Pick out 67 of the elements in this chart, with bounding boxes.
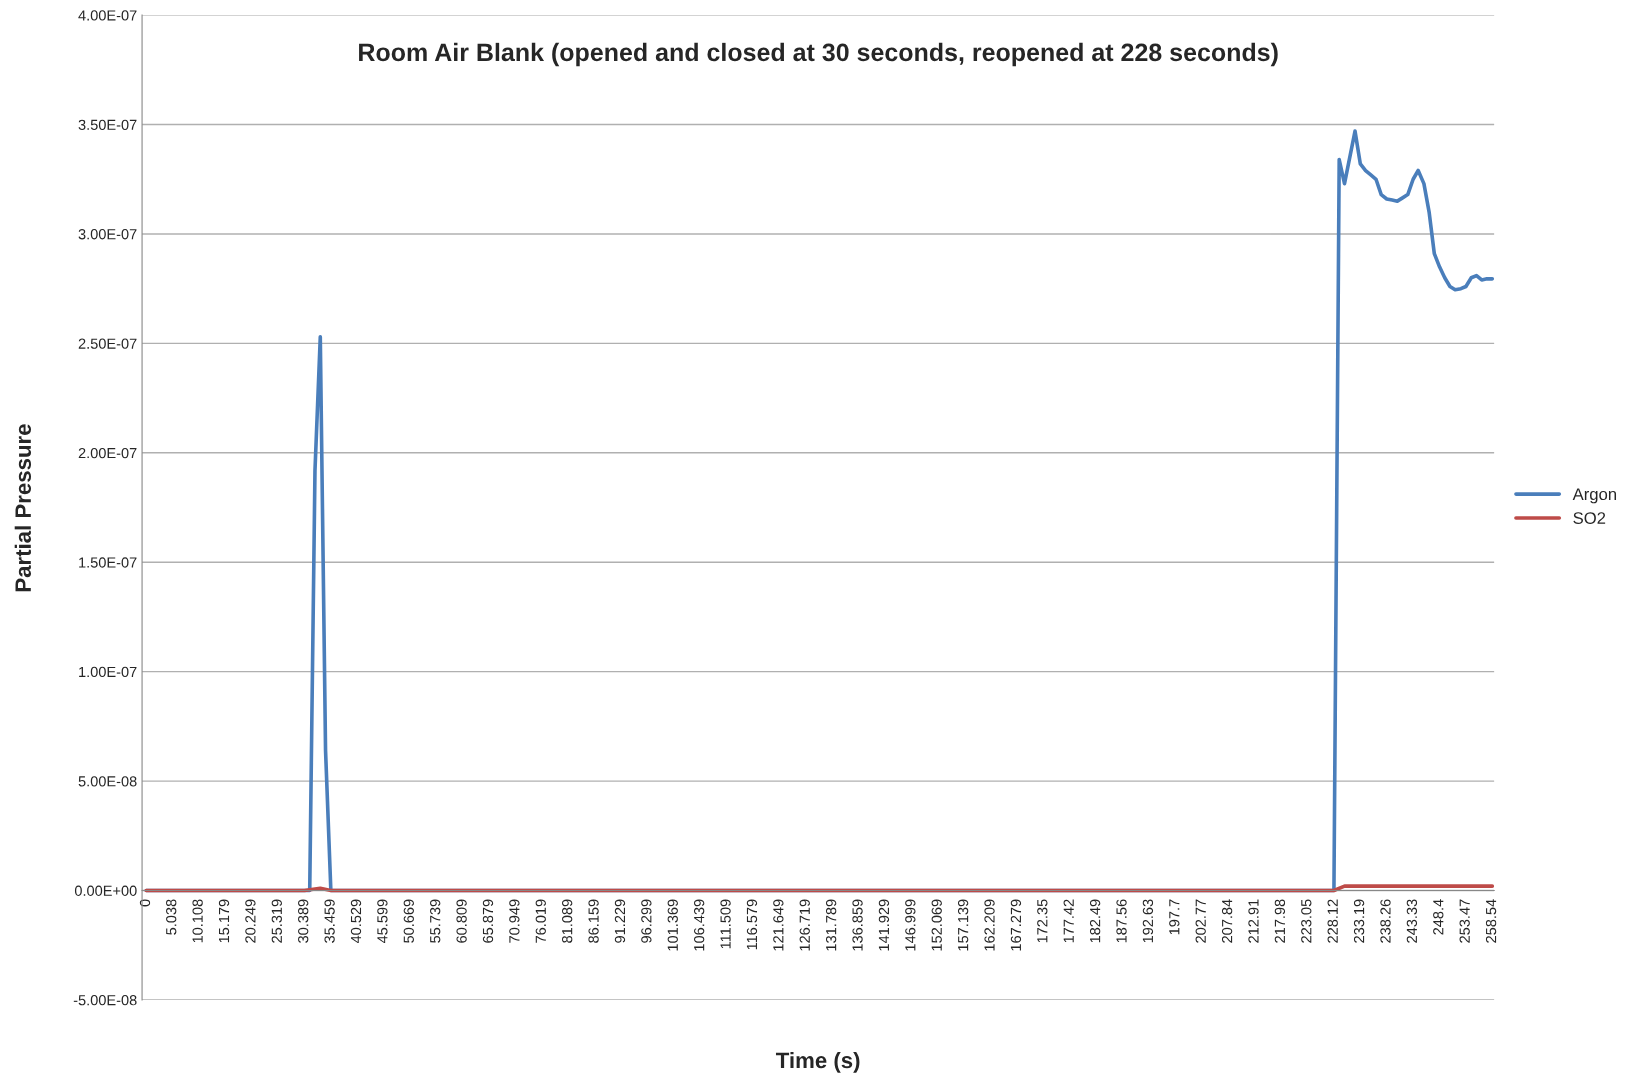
- x-tick-label: 81.089: [562, 899, 573, 943]
- x-tick-label: 243.33: [1406, 899, 1418, 943]
- y-tick-label: 2.50E-07: [78, 338, 137, 349]
- x-tick-label: 177.42: [1063, 899, 1074, 943]
- x-tick-label: 172.35: [1037, 899, 1048, 943]
- x-tick-label: 76.019: [535, 899, 546, 943]
- x-tick-label: 253.47: [1459, 899, 1470, 943]
- x-tick-label: 223.05: [1301, 899, 1312, 943]
- x-tick-label: 248.4: [1433, 899, 1444, 935]
- y-tick-label: -5.00E-08: [73, 995, 137, 1006]
- x-tick-label: 187.56: [1116, 899, 1127, 943]
- x-tick-label: 162.209: [984, 899, 995, 951]
- x-tick-label: 217.98: [1274, 899, 1286, 943]
- y-tick-label: 1.00E-07: [79, 666, 137, 678]
- x-tick-label: 5.038: [166, 899, 177, 935]
- x-tick-label: 152.069: [931, 899, 942, 951]
- x-tick-label: 111.509: [720, 899, 731, 949]
- x-tick-label: 60.809: [456, 899, 467, 943]
- y-axis-title: Partial Pressure: [14, 424, 32, 592]
- x-tick-label: 167.279: [1010, 899, 1022, 951]
- x-tick-label: 106.439: [694, 899, 705, 951]
- x-tick-label: 35.459: [324, 899, 335, 943]
- x-tick-label: 91.229: [614, 899, 626, 943]
- y-tick-label: 3.50E-07: [78, 119, 137, 130]
- x-tick-label: 30.389: [298, 899, 309, 943]
- x-tick-label: 116.579: [746, 899, 758, 950]
- x-tick-label: 146.999: [905, 899, 916, 951]
- x-tick-label: 15.179: [218, 899, 230, 943]
- x-tick-label: 192.63: [1142, 899, 1154, 943]
- y-tick-label: 5.00E-08: [78, 776, 137, 787]
- x-tick-label: 182.49: [1089, 899, 1101, 943]
- x-tick-label: 141.929: [878, 899, 890, 951]
- x-tick-label: 207.84: [1221, 899, 1233, 943]
- x-tick-label: 238.26: [1380, 899, 1391, 943]
- x-tick-label: 50.669: [403, 899, 414, 943]
- x-tick-label: 65.879: [482, 899, 494, 943]
- legend-label: SO2: [1573, 512, 1606, 524]
- x-tick-label: 202.77: [1195, 899, 1206, 943]
- text: Room Air Blank (opened and closed at 30 seconds, reopened at 228 seconds): [359, 42, 1278, 67]
- x-tick-label: 126.719: [799, 899, 810, 951]
- x-tick-label: 197.7: [1169, 899, 1180, 935]
- x-tick-label: 157.139: [957, 899, 969, 951]
- x-tick-label: 40.529: [350, 899, 362, 944]
- legend-label: Argon: [1572, 488, 1617, 504]
- x-tick-label: 228.12: [1327, 899, 1338, 943]
- y-tick-label: 0.00E+00: [74, 885, 137, 896]
- y-tick-label: 4.00E-07: [78, 10, 137, 21]
- x-tick-label: 121.649: [773, 899, 784, 951]
- x-tick-label: 131.789: [825, 899, 837, 951]
- x-tick-label: 25.319: [271, 899, 282, 943]
- x-tick-label: 86.159: [588, 899, 599, 943]
- x-tick-label: 0: [139, 899, 151, 907]
- x-tick-label: 70.949: [509, 899, 520, 943]
- x-tick-label: 136.859: [852, 899, 863, 951]
- x-tick-label: 10.108: [192, 899, 203, 943]
- x-tick-label: 233.19: [1353, 899, 1365, 943]
- x-tick-label: 101.369: [667, 899, 678, 951]
- y-tick-label: 2.00E-07: [78, 447, 137, 459]
- x-tick-label: 258.54: [1485, 899, 1497, 943]
- x-tick-label: 212.91: [1248, 899, 1259, 943]
- y-tick-label: 3.00E-07: [78, 229, 137, 240]
- y-tick-label: 1.50E-07: [79, 557, 137, 568]
- x-tick-label: 96.299: [641, 899, 652, 943]
- x-tick-label: 20.249: [245, 899, 256, 943]
- x-tick-label: 45.599: [377, 899, 388, 944]
- x-tick-label: 55.739: [430, 899, 441, 943]
- x-axis-title: Time (s): [775, 1051, 860, 1073]
